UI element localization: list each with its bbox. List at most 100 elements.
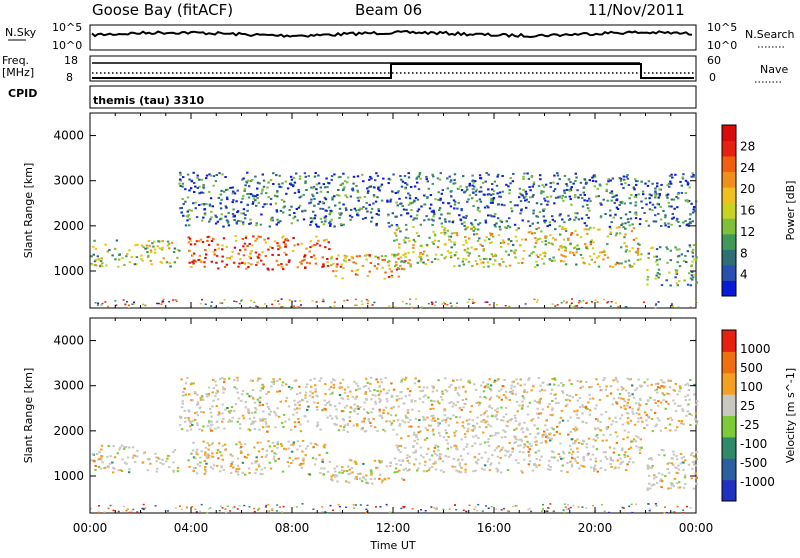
data-cell	[616, 435, 619, 438]
data-cell	[447, 235, 451, 238]
data-cell	[620, 262, 623, 265]
data-cell	[314, 244, 317, 246]
data-cell	[378, 401, 381, 403]
data-cell	[476, 208, 480, 211]
data-cell	[676, 206, 679, 209]
data-cell	[346, 395, 349, 398]
data-cell	[183, 387, 186, 390]
data-cell	[456, 401, 459, 404]
data-cell	[678, 486, 682, 489]
data-cell	[648, 509, 651, 512]
data-cell	[480, 420, 483, 423]
data-cell	[224, 176, 227, 178]
data-cell	[666, 261, 669, 264]
data-cell	[657, 276, 660, 279]
data-cell	[241, 461, 245, 464]
data-cell	[518, 187, 522, 190]
data-cell	[337, 189, 340, 191]
data-cell	[273, 240, 277, 243]
data-cell	[235, 221, 238, 224]
data-cell	[160, 248, 164, 251]
data-cell	[499, 195, 503, 198]
data-cell	[620, 183, 623, 186]
data-cell	[575, 251, 578, 254]
data-cell	[627, 412, 630, 415]
data-cell	[448, 251, 451, 254]
data-cell	[236, 470, 240, 473]
data-cell	[434, 460, 437, 463]
data-cell	[355, 209, 358, 212]
data-cell	[337, 429, 341, 432]
data-cell	[401, 260, 404, 263]
data-cell	[298, 400, 301, 403]
data-cell	[262, 410, 265, 413]
data-cell	[453, 434, 456, 437]
data-cell	[600, 251, 604, 254]
data-cell	[230, 406, 234, 409]
data-cell	[657, 301, 660, 303]
data-cell	[210, 305, 213, 307]
data-cell	[94, 247, 98, 250]
data-cell	[623, 453, 626, 456]
data-cell	[544, 436, 548, 438]
data-cell	[404, 187, 407, 190]
data-cell	[570, 465, 574, 468]
data-cell	[485, 236, 488, 239]
data-cell	[278, 185, 281, 188]
data-cell	[338, 505, 341, 508]
data-cell	[355, 255, 359, 258]
data-cell	[653, 411, 657, 414]
data-cell	[389, 465, 392, 467]
data-cell	[416, 210, 419, 213]
data-cell	[199, 302, 202, 305]
data-cell	[198, 204, 201, 206]
data-cell	[257, 509, 260, 511]
data-cell	[215, 261, 218, 264]
data-cell	[510, 384, 513, 387]
data-cell	[425, 215, 428, 218]
data-cell	[255, 305, 258, 307]
data-cell	[693, 273, 696, 276]
data-cell	[365, 201, 368, 204]
data-cell	[471, 429, 474, 432]
data-cell	[276, 195, 279, 198]
data-cell	[362, 385, 366, 388]
data-cell	[270, 381, 274, 384]
data-cell	[583, 222, 586, 225]
data-cell	[444, 231, 447, 234]
data-cell	[654, 196, 657, 199]
data-cell	[521, 427, 524, 430]
data-cell	[594, 180, 598, 183]
data-cell	[488, 405, 491, 408]
data-cell	[676, 261, 679, 264]
data-cell	[191, 260, 194, 263]
data-cell	[667, 379, 670, 382]
data-cell	[546, 405, 550, 408]
data-cell	[424, 263, 427, 265]
data-cell	[694, 451, 698, 454]
data-cell	[371, 482, 374, 485]
data-cell	[515, 505, 518, 507]
data-cell	[359, 477, 362, 480]
data-cell	[458, 416, 462, 419]
data-cell	[465, 186, 468, 189]
data-cell	[260, 259, 263, 262]
data-cell	[533, 232, 536, 235]
data-cell	[644, 197, 647, 200]
data-cell	[359, 196, 362, 199]
data-cell	[345, 196, 349, 199]
data-cell	[468, 422, 471, 425]
data-cell	[470, 404, 473, 407]
data-cell	[189, 422, 193, 425]
data-cell	[339, 382, 342, 385]
data-cell	[382, 412, 385, 415]
data-cell	[654, 191, 657, 194]
data-cell	[523, 388, 526, 391]
data-cell	[617, 454, 621, 456]
data-cell	[475, 388, 478, 391]
data-cell	[270, 385, 273, 388]
data-cell	[616, 208, 620, 210]
data-cell	[408, 259, 411, 262]
data-cell	[236, 391, 239, 394]
data-cell	[465, 419, 469, 422]
